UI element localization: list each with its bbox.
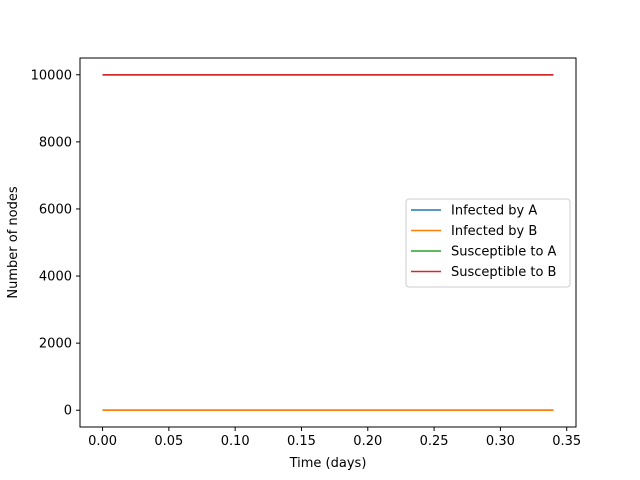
x-tick-label: 0.35 [552,434,581,449]
x-axis-label: Time (days) [289,456,367,471]
x-tick-label: 0.20 [353,434,382,449]
x-tick-label: 0.10 [221,434,250,449]
y-tick-label: 6000 [39,202,72,217]
y-tick-label: 2000 [39,337,72,352]
legend-entry: Infected by A [451,204,537,219]
axes-frame [79,57,577,428]
x-tick-label: 0.30 [486,434,515,449]
x-tick-label: 0.25 [420,434,449,449]
x-axis: 0.00 0.05 0.10 0.15 0.20 0.25 0.30 0.35 [88,427,581,449]
y-axis: 0 2000 4000 6000 8000 10000 [31,68,80,419]
y-tick-label: 4000 [39,270,72,285]
legend-entry: Susceptible to A [451,245,557,260]
y-axis-label: Number of nodes [6,186,21,298]
plot-area [102,74,554,411]
legend-entry: Susceptible to B [451,265,556,280]
y-tick-label: 10000 [31,68,72,83]
x-tick-label: 0.00 [88,434,117,449]
y-tick-label: 0 [64,404,72,419]
legend: Infected by A Infected by B Susceptible to… [405,198,571,288]
x-tick-label: 0.05 [154,434,183,449]
legend-box [405,198,571,288]
legend-entry: Infected by B [451,224,537,239]
y-tick-label: 8000 [39,135,72,150]
x-tick-label: 0.15 [287,434,316,449]
